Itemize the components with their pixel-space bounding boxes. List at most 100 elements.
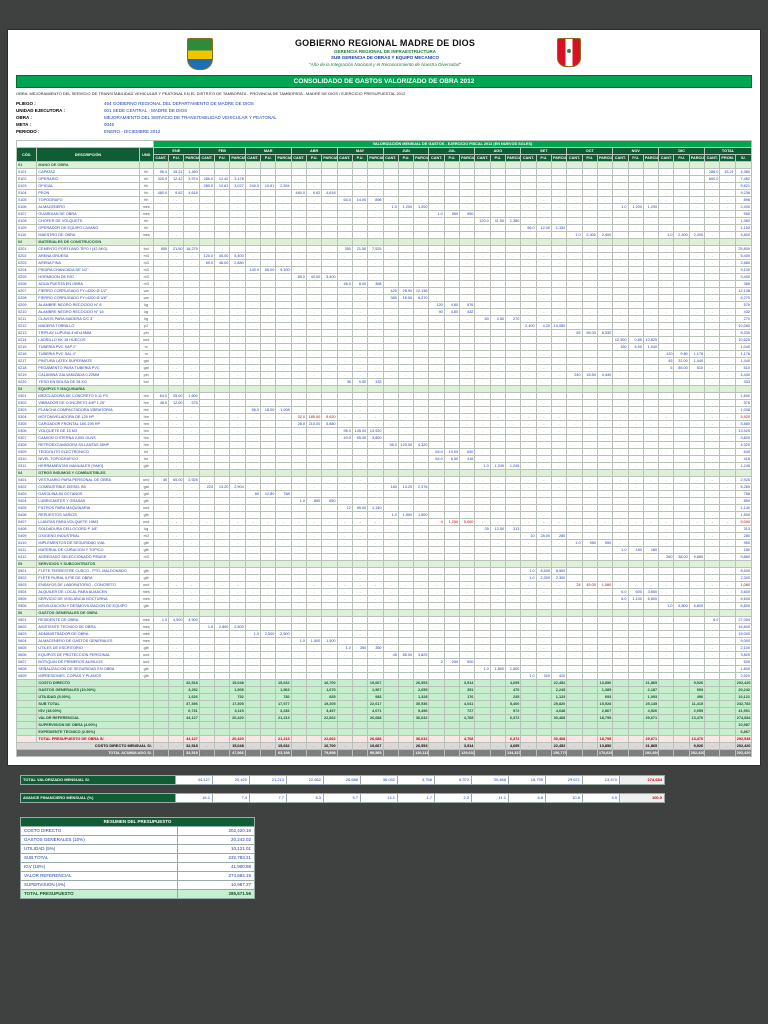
value-cell: - <box>489 602 507 610</box>
value-cell: - <box>443 224 461 232</box>
value-cell: 29,671 <box>642 714 660 722</box>
value-cell: - <box>443 546 461 554</box>
value-cell: - <box>428 742 445 750</box>
summary-value: 202,420.18 <box>177 826 255 836</box>
value-cell: 126,118 <box>413 749 430 757</box>
value-cell: - <box>260 413 277 421</box>
value-cell <box>535 679 552 687</box>
value-cell: 4,800 <box>734 231 753 239</box>
value-cell: 9,926 <box>688 679 706 687</box>
value-cell: - <box>367 658 384 666</box>
value-cell: - <box>260 623 277 631</box>
value-cell: - <box>550 630 568 638</box>
value-cell: - <box>229 602 246 610</box>
value-cell: - <box>244 602 262 610</box>
value-cell: 1,176 <box>688 350 706 358</box>
value-cell <box>336 238 353 246</box>
value-cell: 4,320 <box>413 441 430 449</box>
value-cell: - <box>474 357 491 365</box>
value-cell: - <box>627 217 644 225</box>
value-cell: - <box>550 308 568 316</box>
table-row: 0408 SOLDADURA CELLOCORD P 1/8" kg - - - - - - - -… <box>15 525 753 533</box>
value-cell: - <box>596 553 614 561</box>
value-cell: - <box>535 637 552 645</box>
value-cell <box>397 693 415 701</box>
value-cell: - <box>198 504 216 512</box>
value-cell: - <box>168 343 185 351</box>
value-cell: - <box>198 616 216 624</box>
value-cell: 2,925 <box>183 476 200 484</box>
value-cell: - <box>413 364 430 372</box>
row-unit: und <box>138 336 154 344</box>
value-cell: - <box>382 546 399 554</box>
value-cell <box>627 728 644 736</box>
value-cell: 35 <box>336 378 353 386</box>
value-cell: 19,205 <box>321 700 338 708</box>
value-cell: - <box>520 308 537 316</box>
value-cell: - <box>351 392 369 400</box>
value-cell <box>260 238 277 246</box>
value-cell <box>321 385 338 393</box>
value-cell: - <box>260 399 277 407</box>
value-cell: - <box>305 301 323 309</box>
value-cell: - <box>168 182 185 190</box>
value-cell: 1.0 <box>658 231 675 239</box>
value-cell: 9,100 <box>734 266 753 274</box>
value-cell: - <box>229 637 246 645</box>
value-cell: - <box>397 266 415 274</box>
value-cell: - <box>397 301 415 309</box>
value-cell: - <box>520 504 537 512</box>
value-cell <box>489 469 507 477</box>
row-code: 0506 <box>15 602 38 610</box>
value-cell: - <box>581 392 598 400</box>
value-cell: - <box>520 623 537 631</box>
value-cell <box>244 385 262 393</box>
value-cell: - <box>535 651 552 659</box>
value-cell: 600 <box>627 588 644 596</box>
value-cell: 202,420 <box>688 749 706 757</box>
value-cell: - <box>382 427 399 435</box>
value-cell: 1,380 <box>734 217 753 225</box>
value-cell: - <box>581 602 598 610</box>
value-cell: - <box>305 658 323 666</box>
value-cell: - <box>535 448 552 456</box>
row-description: VOLQUETE DE 15 M3 <box>36 427 140 435</box>
value-cell: - <box>244 595 262 603</box>
value-cell: - <box>642 413 660 421</box>
table-row: 0410 IMPLEMENTOS DE SEGURIDAD VIAL glb - - - -… <box>15 539 753 547</box>
value-cell: - <box>489 182 507 190</box>
value-cell: 850 <box>152 245 170 253</box>
row-unit: mes <box>138 616 154 624</box>
value-cell: - <box>596 623 614 631</box>
value-cell: - <box>260 525 277 533</box>
value-cell: 1,123 <box>550 693 568 701</box>
value-cell: - <box>719 189 736 197</box>
value-cell <box>198 385 216 393</box>
value-cell: - <box>642 175 660 183</box>
value-cell: - <box>505 364 522 372</box>
value-cell <box>382 714 399 722</box>
value-cell: - <box>367 273 384 281</box>
column-header: S/. <box>734 154 753 162</box>
value-cell: - <box>719 455 736 463</box>
value-cell <box>336 721 353 729</box>
value-cell: - <box>367 329 384 337</box>
value-cell: - <box>428 378 445 386</box>
value-cell: - <box>382 665 399 673</box>
value-cell: - <box>351 399 369 407</box>
value-cell: - <box>704 504 721 512</box>
value-cell: - <box>566 406 583 414</box>
row-description: RETROEXCAVADORA S/LLANTAS 58HP <box>36 441 140 449</box>
value-cell: - <box>459 588 476 596</box>
value-cell <box>443 693 461 701</box>
value-cell: - <box>244 259 262 267</box>
value-cell: 1.0 <box>566 539 583 547</box>
column-header: P.U. <box>351 154 369 162</box>
value-cell: - <box>627 189 644 197</box>
value-cell: - <box>183 651 200 659</box>
value-cell: - <box>612 672 629 680</box>
value-cell: - <box>244 637 262 645</box>
value-cell: - <box>688 399 706 407</box>
value-cell: - <box>658 182 675 190</box>
value-cell: 21.50 <box>351 245 369 253</box>
